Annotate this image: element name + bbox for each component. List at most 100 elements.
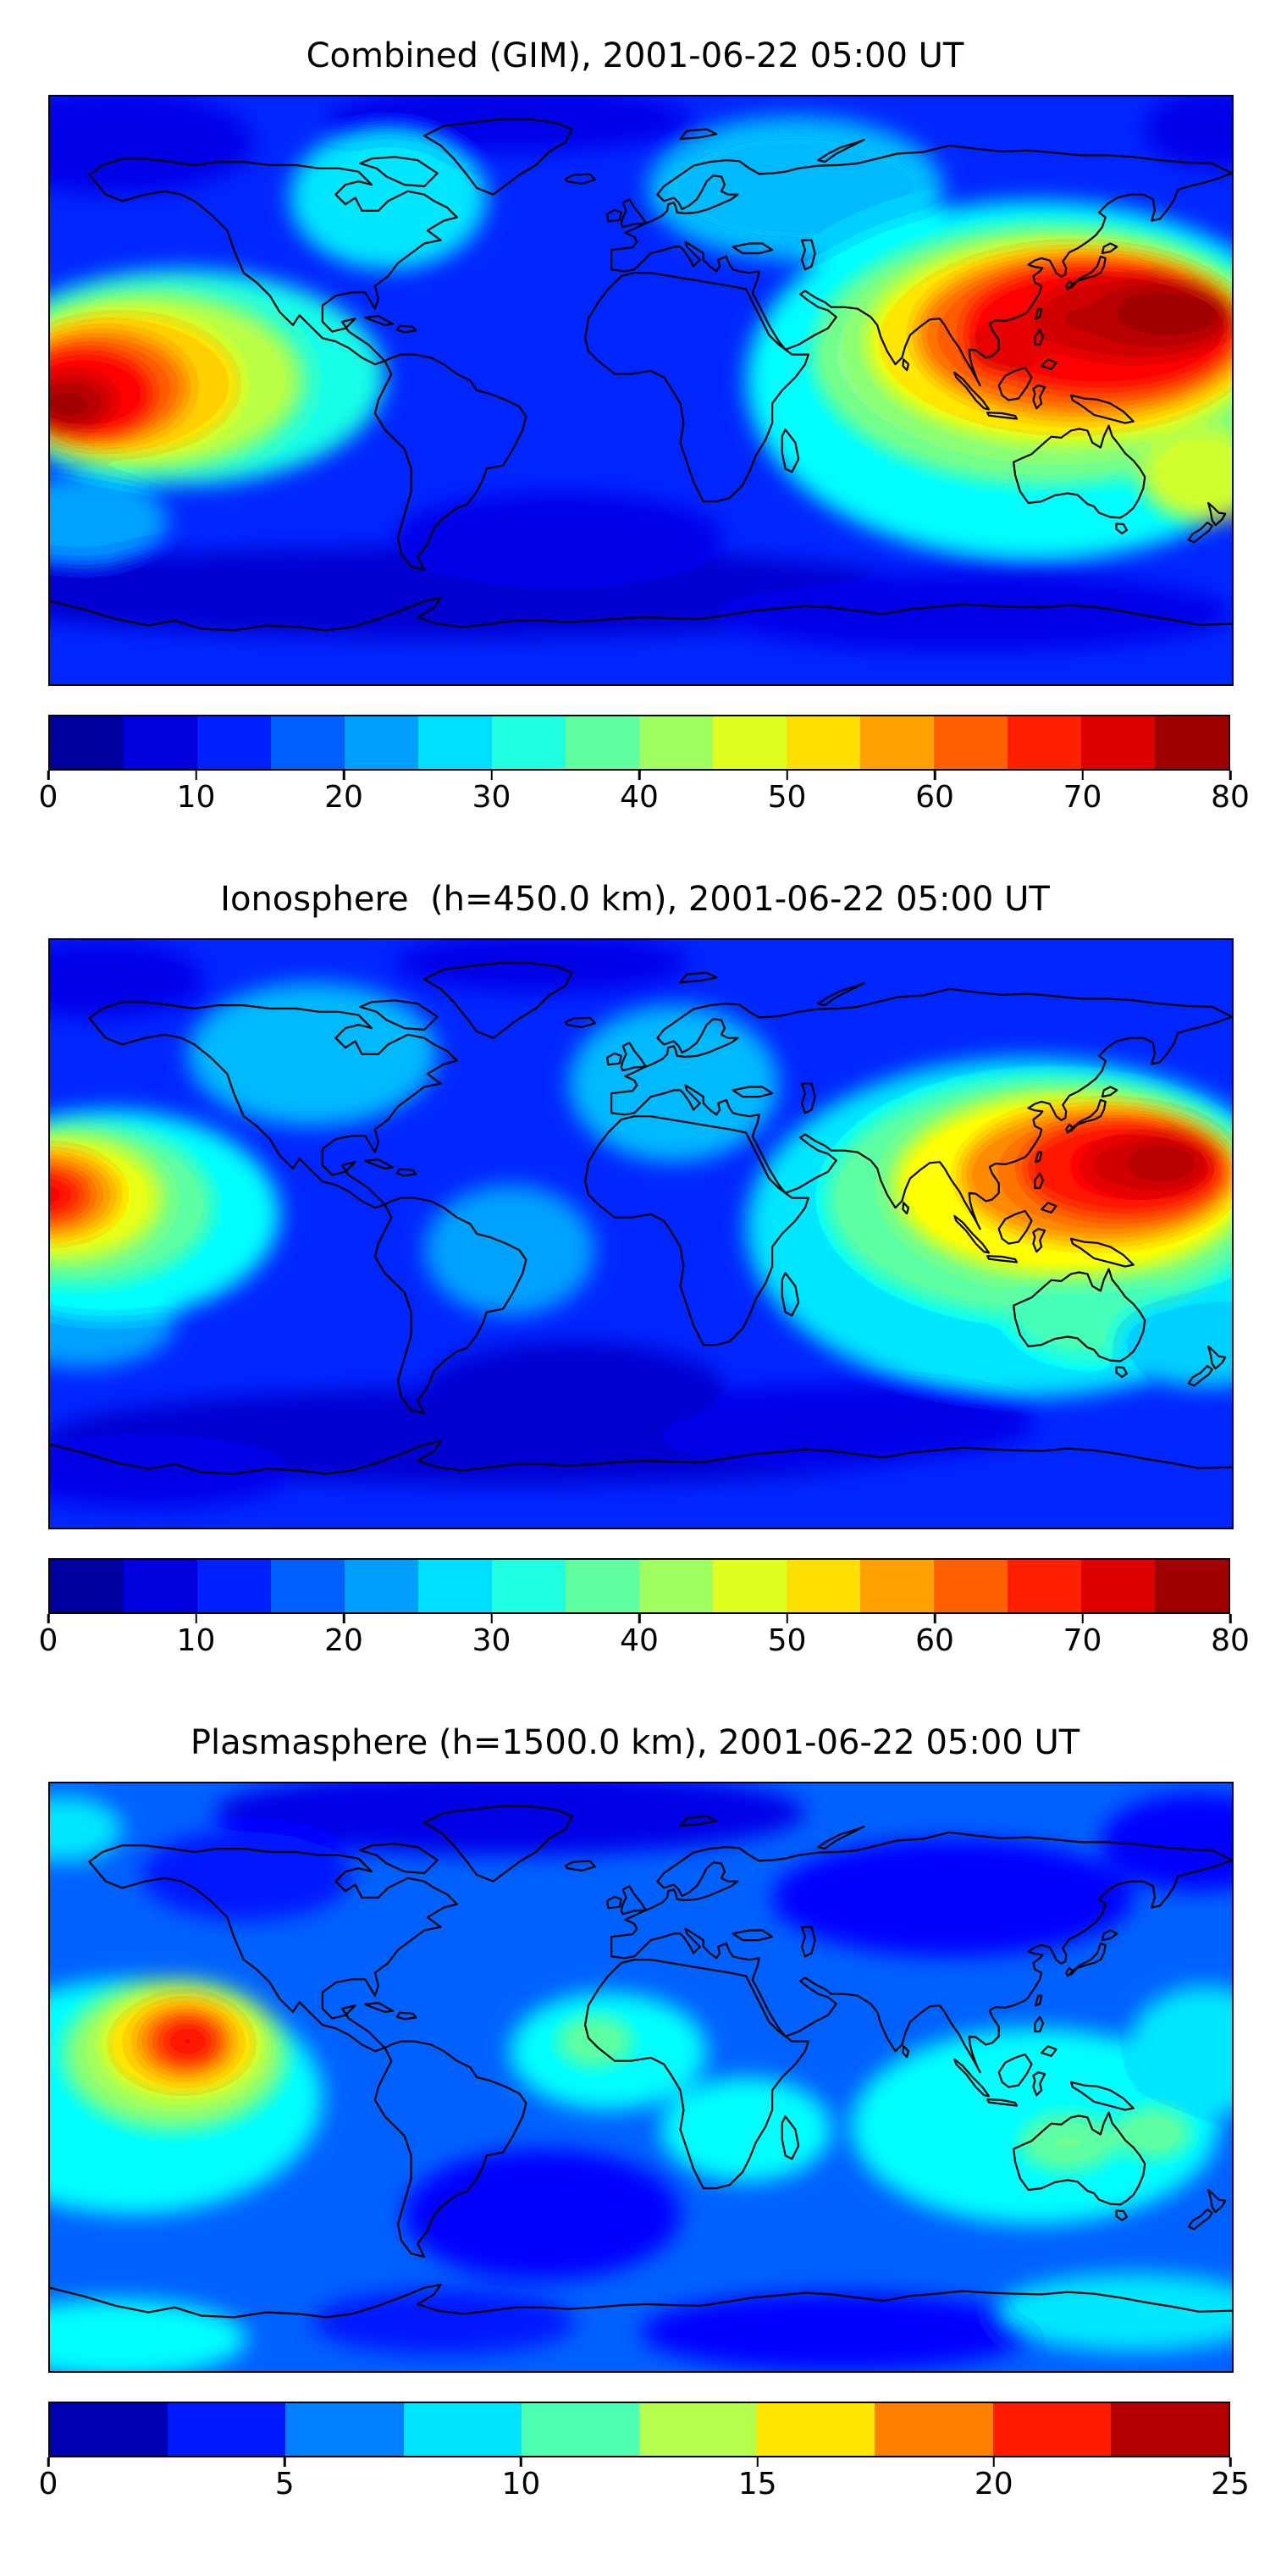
colorbar-tick-mark (1229, 1614, 1232, 1623)
colorbar-tick-label: 60 (915, 1623, 954, 1658)
colorbar-segment (521, 2403, 640, 2456)
colorbar-tick-mark (1229, 771, 1232, 780)
panel-plasmasphere: Plasmasphere (h=1500.0 km), 2001-06-22 0… (0, 1722, 1270, 2507)
colorbar-segment (271, 716, 345, 769)
colorbar-tick-label: 10 (176, 1623, 216, 1658)
colorbar-tick-label: 20 (324, 780, 363, 815)
colorbar-tick-mark (520, 2457, 522, 2467)
world-heatmap-combined (50, 97, 1232, 684)
colorbar-tick-label: 80 (1211, 780, 1250, 815)
colorbar-tick-label: 50 (767, 1623, 807, 1658)
colorbar-tick-label: 0 (38, 780, 58, 815)
colorbar-tick-label: 50 (767, 780, 807, 815)
colorbar-segment (1155, 716, 1229, 769)
colorbar-tick-label: 30 (472, 780, 511, 815)
tec-field (50, 1783, 1232, 2371)
colorbar-tick-label: 70 (1063, 1623, 1102, 1658)
panel-title-combined: Combined (GIM), 2001-06-22 05:00 UT (306, 36, 964, 75)
colorbar-segment (168, 2403, 286, 2456)
colorbar-tick-label: 15 (737, 2467, 777, 2501)
colorbar-segment (1008, 716, 1081, 769)
colorbar-tick-label: 5 (274, 2467, 295, 2501)
colorbar-area-plasmasphere: 0 5 10 15 20 25 (39, 2402, 1250, 2507)
world-heatmap-ionosphere (50, 940, 1232, 1528)
world-heatmap-svg (50, 97, 1232, 684)
colorbar-tick-mark (490, 771, 493, 780)
colorbar-segment (418, 1560, 492, 1612)
colorbar-segment (639, 716, 713, 769)
colorbar-segment (1081, 1560, 1155, 1612)
colorbar-tick-mark (47, 1614, 50, 1623)
colorbar-segment (492, 716, 566, 769)
colorbar-segment (787, 716, 860, 769)
colorbar-segment (1110, 2403, 1229, 2456)
colorbar-segment (639, 2403, 758, 2456)
colorbar-segment (124, 1560, 197, 1612)
colorbar-tick-mark (786, 1614, 788, 1623)
tec-maps-figure: Combined (GIM), 2001-06-22 05:00 UT 0 10 2… (0, 36, 1270, 2507)
colorbar-area-combined: 0 10 20 30 40 50 60 70 80 (39, 715, 1250, 820)
colorbar-segment (50, 716, 124, 769)
panel-title-plasmasphere: Plasmasphere (h=1500.0 km), 2001-06-22 0… (190, 1723, 1080, 1762)
colorbar-segment (403, 2403, 522, 2456)
map-ionosphere (48, 938, 1234, 1529)
panel-title-ionosphere: Ionosphere (h=450.0 km), 2001-06-22 05:0… (220, 880, 1050, 919)
colorbar-tick-label: 25 (1211, 2467, 1250, 2501)
colorbar-segment (566, 716, 639, 769)
colorbar-segment (1008, 1560, 1081, 1612)
colorbar-segment (50, 2403, 168, 2456)
colorbar-ticks-ionosphere: 0 10 20 30 40 50 60 70 80 (39, 1614, 1250, 1663)
colorbar-tick-mark (47, 771, 50, 780)
colorbar-tick-mark (1081, 771, 1084, 780)
colorbar-tick-mark (638, 1614, 641, 1623)
world-heatmap-svg (50, 940, 1232, 1528)
panel-combined-gim: Combined (GIM), 2001-06-22 05:00 UT 0 10 2… (0, 36, 1270, 820)
coastlines (50, 961, 1232, 1475)
map-combined-gim (48, 95, 1234, 686)
colorbar-segment (345, 716, 418, 769)
colorbar-segment (713, 1560, 787, 1612)
world-heatmap-plasmasphere (50, 1783, 1232, 2371)
colorbar-segment (860, 716, 934, 769)
colorbar-segment (934, 716, 1008, 769)
tec-field (50, 97, 1232, 652)
colorbar-tick-mark (47, 2457, 50, 2467)
colorbar-tick-label: 0 (38, 2467, 58, 2501)
colorbar-tick-mark (195, 771, 197, 780)
colorbar-ticks-plasmasphere: 0 5 10 15 20 25 (39, 2457, 1250, 2507)
colorbar-tick-mark (638, 771, 641, 780)
colorbar-segment (934, 1560, 1008, 1612)
colorbar-tick-mark (1081, 1614, 1084, 1623)
colorbar-segment (285, 2403, 404, 2456)
colorbar-plasmasphere (48, 2402, 1230, 2457)
colorbar-segment (860, 1560, 934, 1612)
colorbar-tick-label: 10 (176, 780, 216, 815)
map-plasmasphere (48, 1782, 1234, 2373)
colorbar-tick-mark (786, 771, 788, 780)
colorbar-segment (345, 1560, 418, 1612)
colorbar-segment (50, 1560, 124, 1612)
colorbar-segment (418, 716, 492, 769)
colorbar-tick-mark (195, 1614, 197, 1623)
colorbar-tick-label: 20 (324, 1623, 363, 1658)
tec-field (50, 940, 1232, 1508)
colorbar-segment (197, 1560, 271, 1612)
panel-ionosphere: Ionosphere (h=450.0 km), 2001-06-22 05:0… (0, 879, 1270, 1663)
colorbar-tick-mark (933, 1614, 936, 1623)
colorbar-tick-label: 30 (472, 1623, 511, 1658)
colorbar-segment (787, 1560, 860, 1612)
colorbar-tick-mark (342, 771, 345, 780)
colorbar-segment (639, 1560, 713, 1612)
colorbar-tick-label: 40 (620, 1623, 659, 1658)
colorbar-tick-label: 40 (620, 780, 659, 815)
colorbar-combined (48, 715, 1230, 771)
colorbar-tick-mark (992, 2457, 996, 2467)
colorbar-segment (1081, 716, 1155, 769)
colorbar-tick-label: 20 (974, 2467, 1013, 2501)
colorbar-segment (713, 716, 787, 769)
colorbar-ticks-combined: 0 10 20 30 40 50 60 70 80 (39, 771, 1250, 820)
colorbar-segment (124, 716, 197, 769)
colorbar-tick-mark (490, 1614, 493, 1623)
colorbar-segment (271, 1560, 345, 1612)
colorbar-tick-mark (756, 2457, 759, 2467)
